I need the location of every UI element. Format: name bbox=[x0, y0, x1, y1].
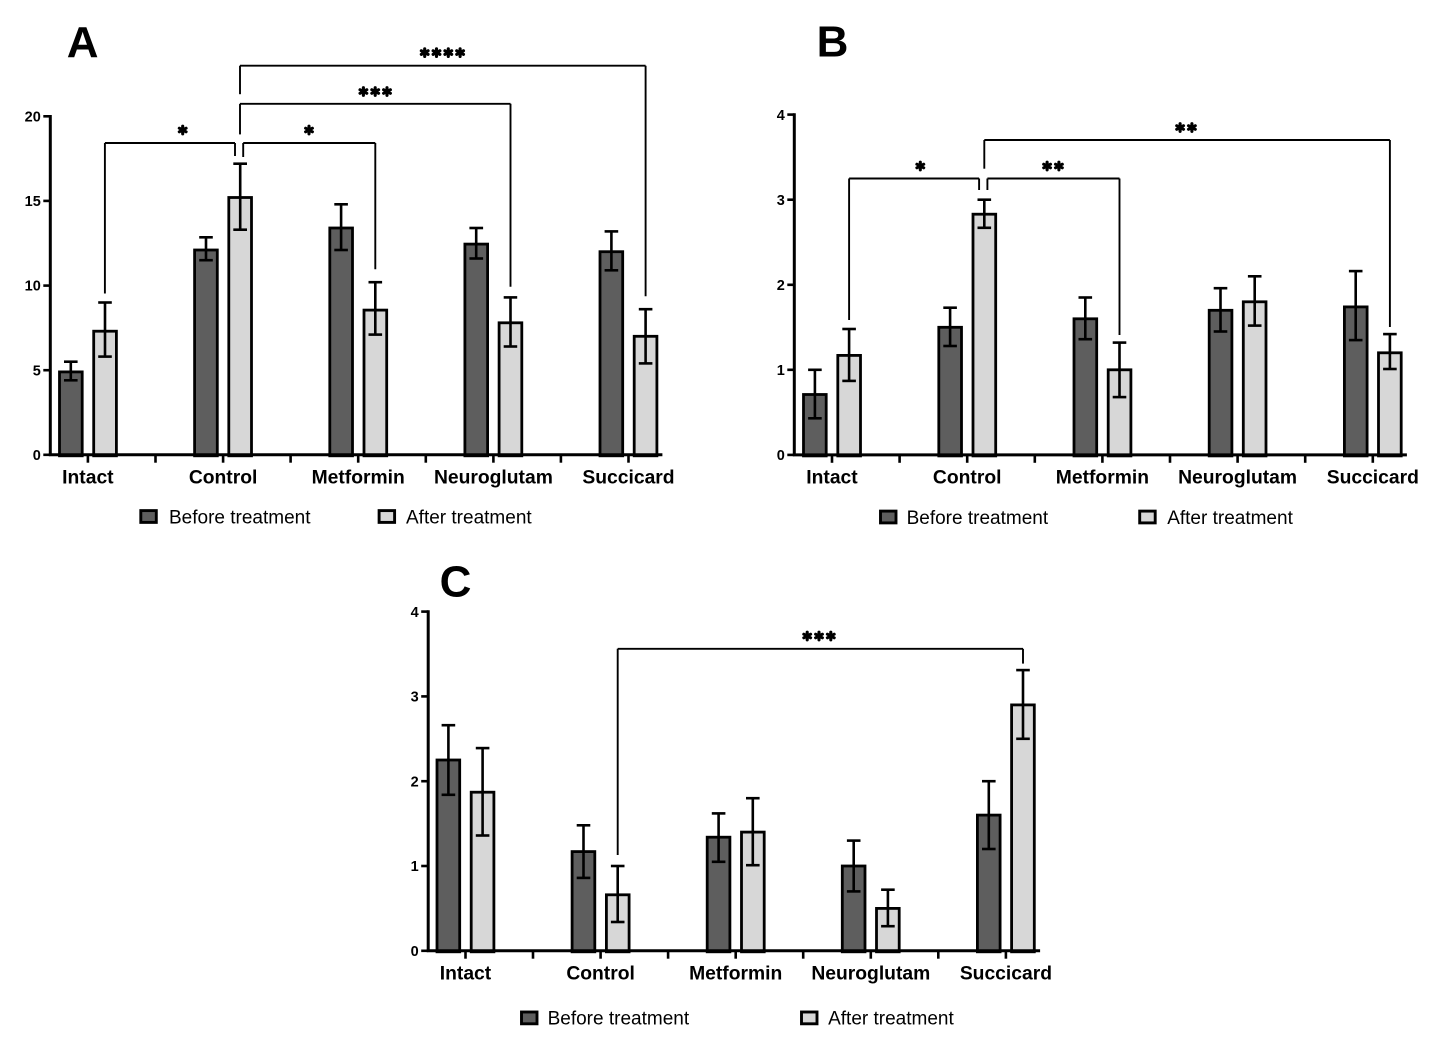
svg-text:2: 2 bbox=[411, 774, 419, 790]
svg-text:Before treatment: Before treatment bbox=[548, 1009, 690, 1030]
svg-text:Intact: Intact bbox=[440, 964, 492, 985]
svg-text:1: 1 bbox=[411, 859, 419, 875]
svg-text:20: 20 bbox=[25, 110, 41, 126]
svg-text:Succicard: Succicard bbox=[960, 964, 1052, 985]
svg-text:3: 3 bbox=[411, 690, 419, 706]
svg-text:Intact: Intact bbox=[806, 468, 858, 489]
svg-text:1: 1 bbox=[777, 363, 785, 379]
svg-text:4: 4 bbox=[411, 605, 419, 621]
svg-text:Neuroglutam: Neuroglutam bbox=[811, 964, 930, 985]
svg-text:Before treatment: Before treatment bbox=[169, 507, 311, 528]
svg-text:Succicard: Succicard bbox=[1327, 468, 1419, 489]
svg-text:Control: Control bbox=[933, 468, 1002, 489]
svg-text:Neuroglutam: Neuroglutam bbox=[434, 468, 553, 489]
svg-text:Control: Control bbox=[566, 964, 635, 985]
svg-text:After treatment: After treatment bbox=[1167, 508, 1293, 529]
svg-text:A: A bbox=[67, 18, 99, 67]
svg-text:Control: Control bbox=[189, 468, 258, 489]
svg-text:Metformin: Metformin bbox=[312, 468, 405, 489]
svg-text:Before treatment: Before treatment bbox=[907, 508, 1049, 529]
svg-text:Metformin: Metformin bbox=[689, 964, 782, 985]
svg-text:10: 10 bbox=[25, 279, 41, 295]
svg-text:15: 15 bbox=[25, 194, 41, 210]
svg-text:Neuroglutam: Neuroglutam bbox=[1178, 468, 1297, 489]
svg-text:Succicard: Succicard bbox=[582, 468, 674, 489]
svg-text:0: 0 bbox=[411, 944, 419, 960]
svg-text:Metformin: Metformin bbox=[1056, 468, 1149, 489]
svg-text:2: 2 bbox=[777, 278, 785, 294]
svg-text:3: 3 bbox=[777, 193, 785, 209]
svg-text:C: C bbox=[440, 557, 472, 606]
svg-text:B: B bbox=[817, 18, 849, 67]
svg-text:0: 0 bbox=[777, 448, 785, 464]
svg-text:Intact: Intact bbox=[62, 468, 114, 489]
svg-text:After treatment: After treatment bbox=[828, 1009, 954, 1030]
svg-text:0: 0 bbox=[33, 448, 41, 464]
svg-text:5: 5 bbox=[33, 363, 41, 379]
svg-text:After treatment: After treatment bbox=[406, 507, 532, 528]
svg-text:4: 4 bbox=[777, 108, 785, 124]
